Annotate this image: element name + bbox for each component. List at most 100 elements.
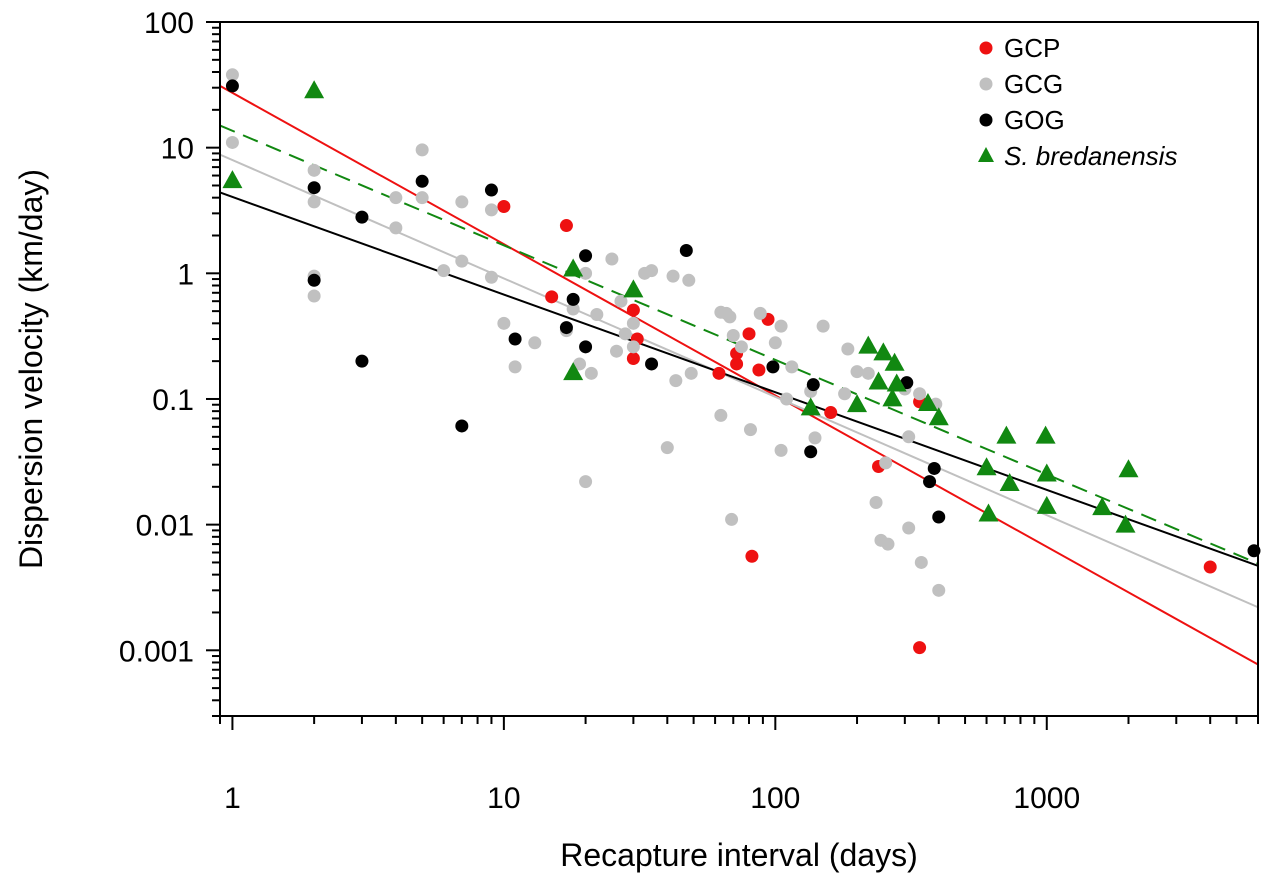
data-point-series-3 — [1036, 495, 1057, 514]
data-point-series-0 — [626, 351, 640, 365]
data-point-series-2 — [927, 461, 941, 475]
data-point-series-1 — [566, 302, 580, 316]
data-point-series-3 — [623, 279, 644, 298]
data-point-series-0 — [559, 219, 573, 233]
fit-line-series-1 — [219, 153, 1259, 609]
legend-circle-marker — [979, 41, 993, 55]
data-point-series-1 — [605, 252, 619, 266]
y-tick-label: 100 — [144, 7, 194, 40]
regression-lines — [219, 85, 1259, 666]
data-point-series-1 — [660, 441, 674, 455]
data-point-series-2 — [932, 510, 946, 524]
data-point-series-1 — [626, 316, 640, 330]
data-point-series-3 — [800, 397, 821, 416]
data-point-series-1 — [590, 308, 604, 322]
data-point-series-0 — [752, 363, 766, 377]
data-point-series-2 — [766, 360, 780, 374]
data-point-series-2 — [645, 357, 659, 371]
data-point-series-3 — [1035, 425, 1056, 444]
y-tick-label: 1 — [177, 258, 194, 291]
plot-area-frame — [219, 21, 1259, 717]
data-point-series-1 — [774, 319, 788, 333]
data-point-series-1 — [573, 357, 587, 371]
legend-triangle-marker — [978, 147, 994, 162]
data-point-series-1 — [579, 266, 593, 280]
data-point-series-1 — [225, 135, 239, 149]
data-point-series-1 — [902, 521, 916, 535]
data-point-series-1 — [455, 254, 469, 268]
data-point-series-1 — [484, 203, 498, 217]
data-point-series-3 — [868, 371, 889, 390]
data-point-series-3 — [1118, 459, 1139, 478]
legend-label: GOG — [1004, 105, 1065, 135]
data-point-series-1 — [684, 366, 698, 380]
data-point-series-2 — [225, 79, 239, 93]
x-axis-title: Recapture interval (days) — [560, 837, 917, 873]
data-point-series-1 — [307, 195, 321, 209]
data-point-series-3 — [1036, 463, 1057, 482]
x-axis: 1 10 100 1000 — [219, 716, 1259, 815]
data-point-series-3 — [222, 170, 243, 189]
data-point-series-2 — [355, 210, 369, 224]
data-point-series-1 — [808, 431, 822, 445]
data-point-series-3 — [886, 373, 907, 392]
y-tick-label: 0.01 — [136, 510, 194, 543]
data-point-series-0 — [745, 549, 759, 563]
data-point-series-1 — [669, 374, 683, 388]
data-point-series-3 — [976, 457, 997, 476]
data-point-series-1 — [914, 555, 928, 569]
legend-label: GCP — [1004, 33, 1060, 63]
data-point-series-2 — [455, 419, 469, 433]
data-point-series-0 — [913, 641, 927, 655]
data-point-series-1 — [225, 68, 239, 82]
data-point-series-1 — [415, 191, 429, 205]
data-point-series-1 — [881, 537, 895, 551]
data-point-series-3 — [847, 394, 868, 413]
data-point-series-1 — [734, 340, 748, 354]
data-point-series-1 — [838, 387, 852, 401]
data-point-series-3 — [304, 80, 325, 99]
data-point-series-3 — [563, 258, 584, 277]
data-point-series-2 — [355, 354, 369, 368]
data-point-series-1 — [902, 430, 916, 444]
data-point-series-2 — [307, 181, 321, 195]
data-point-series-2 — [566, 292, 580, 306]
data-point-series-0 — [730, 357, 744, 371]
data-point-series-0 — [1203, 560, 1217, 574]
data-point-series-0 — [545, 290, 559, 304]
data-point-series-1 — [508, 360, 522, 374]
data-point-series-1 — [579, 475, 593, 489]
data-point-series-0 — [824, 406, 838, 420]
data-point-series-2 — [307, 273, 321, 287]
data-point-series-1 — [666, 269, 680, 283]
data-point-series-1 — [743, 423, 757, 437]
data-point-series-3 — [928, 407, 949, 426]
data-point-series-3 — [873, 342, 894, 361]
data-point-series-1 — [618, 327, 632, 341]
data-point-series-2 — [923, 475, 937, 489]
y-tick-label: 0.001 — [119, 635, 194, 668]
fit-line-series-2 — [219, 191, 1259, 567]
data-point-series-1 — [455, 195, 469, 209]
data-point-series-0 — [497, 200, 511, 214]
y-tick-label: 0.1 — [152, 384, 194, 417]
data-point-series-1 — [780, 392, 794, 406]
data-point-series-1 — [389, 191, 403, 205]
data-point-series-3 — [996, 425, 1017, 444]
y-axis: 0.001 0.01 0.1 1 10 100 — [119, 7, 220, 717]
x-tick-label: 10 — [487, 782, 520, 815]
data-point-series-1 — [869, 496, 883, 510]
data-point-series-3 — [563, 362, 584, 381]
legend-circle-marker — [979, 77, 993, 91]
data-point-series-1 — [415, 143, 429, 157]
legend-label: GCG — [1004, 69, 1063, 99]
data-point-series-1 — [932, 583, 946, 597]
data-point-series-1 — [913, 387, 927, 401]
data-point-series-1 — [645, 264, 659, 278]
data-point-series-0 — [626, 303, 640, 317]
fit-line-series-0 — [219, 85, 1259, 666]
data-point-series-2 — [579, 249, 593, 263]
y-axis-title: Dispersion velocity (km/day) — [13, 169, 49, 569]
data-point-series-1 — [816, 319, 830, 333]
